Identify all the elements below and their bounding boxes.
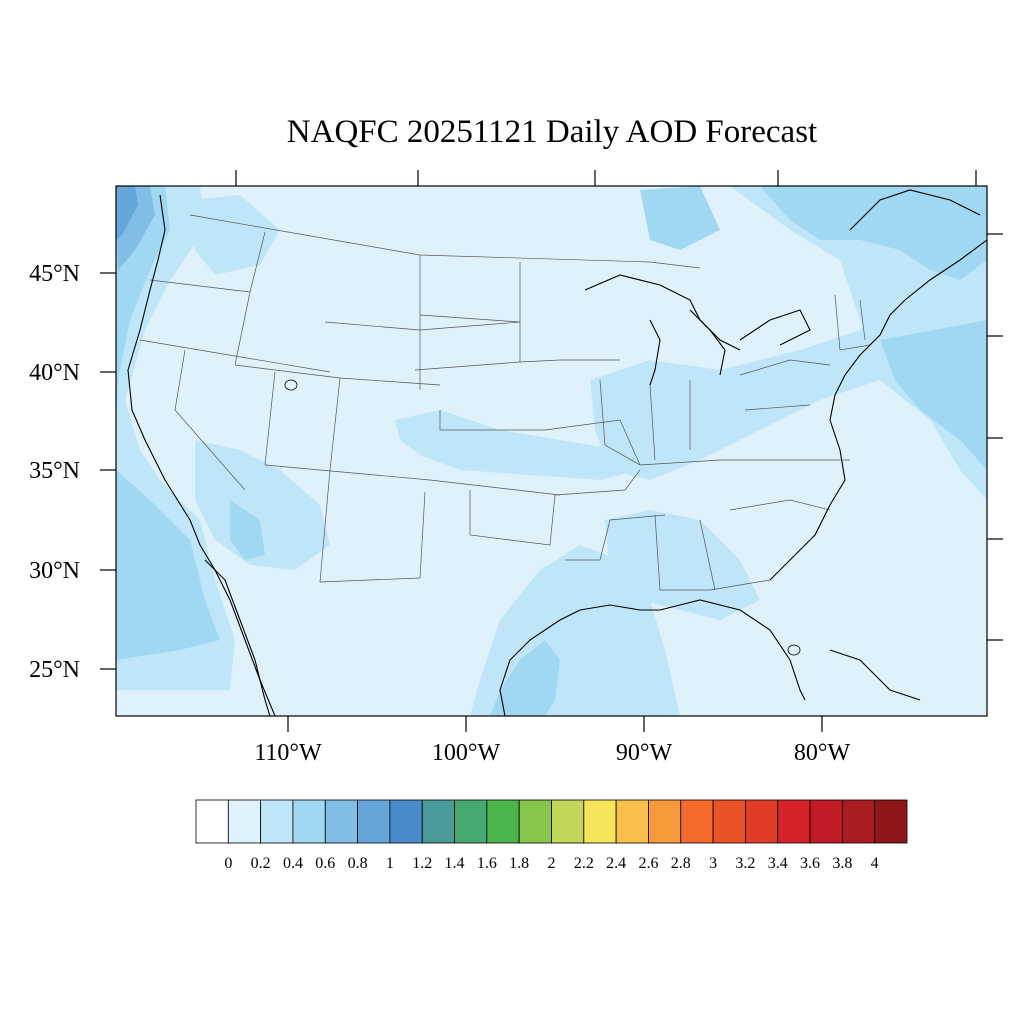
lat-label: 30°N — [29, 558, 80, 584]
colorbar-cell — [841, 799, 876, 844]
colorbar-label: 1.6 — [477, 855, 497, 872]
colorbar-label: 3.4 — [768, 855, 788, 872]
colorbar-cell — [260, 799, 294, 844]
colorbar-cells — [195, 799, 908, 844]
lat-label: 40°N — [29, 360, 80, 386]
colorbar-cell — [809, 799, 843, 844]
colorbar-label: 0.4 — [283, 855, 303, 872]
latitude-labels: 45°N 40°N 35°N 30°N 25°N — [29, 261, 80, 683]
colorbar-label: 2.8 — [671, 855, 691, 872]
longitude-labels: 110°W 100°W 90°W 80°W — [254, 740, 850, 766]
colorbar-cell — [745, 799, 779, 844]
aod-gulf-west — [490, 640, 560, 716]
colorbar-cell — [292, 799, 326, 844]
colorbar: 0 0.2 0.4 0.6 0.8 1 1.2 1.4 1.6 1.8 2 2.2 2.4 2.6 2.8 3… — [195, 799, 908, 872]
lon-label: 80°W — [794, 740, 851, 766]
lat-label: 35°N — [29, 458, 80, 484]
colorbar-labels: 0 0.2 0.4 0.6 0.8 1 1.2 1.4 1.6 1.8 2 2.2 2.4 2.6 2.8 3… — [224, 855, 878, 872]
aod-pnw-streak — [190, 195, 280, 275]
lat-label: 45°N — [29, 261, 80, 287]
aod-plains-band — [395, 410, 640, 480]
colorbar-cell — [454, 799, 488, 844]
coastlines — [127, 189, 987, 716]
colorbar-cell — [357, 799, 391, 844]
aod-pacific-peak — [116, 186, 138, 240]
colorbar-cell — [486, 799, 520, 844]
lon-label: 100°W — [432, 740, 501, 766]
map-frame — [115, 185, 988, 717]
colorbar-label: 4 — [871, 855, 879, 872]
top-ticks — [235, 170, 977, 186]
bottom-ticks — [287, 716, 823, 732]
colorbar-cell — [389, 799, 423, 844]
colorbar-label: 0.2 — [251, 855, 271, 872]
figure-title: NAQFC 20251121 Daily AOD Forecast — [287, 114, 817, 150]
colorbar-label: 0.6 — [315, 855, 335, 872]
colorbar-cell — [195, 799, 229, 844]
lat-label: 25°N — [29, 657, 80, 683]
colorbar-label: 2.2 — [574, 855, 594, 872]
aod-southeast-band — [605, 510, 760, 620]
colorbar-label: 0 — [224, 855, 232, 872]
aod-southwest-plume — [195, 440, 330, 570]
right-ticks — [987, 233, 1003, 641]
colorbar-cell — [518, 799, 552, 844]
lon-label: 90°W — [616, 740, 673, 766]
colorbar-label: 3.6 — [800, 855, 820, 872]
colorbar-label: 3 — [709, 855, 717, 872]
colorbar-label: 2 — [548, 855, 556, 872]
colorbar-label: 3.2 — [735, 855, 755, 872]
colorbar-cell — [421, 799, 455, 844]
colorbar-cell — [777, 799, 811, 844]
aod-atlantic-south — [880, 320, 987, 470]
colorbar-label: 2.4 — [606, 855, 626, 872]
aod-pacific-mid-south — [116, 470, 220, 660]
aod-canada-streak — [640, 186, 720, 250]
state-boundaries — [139, 214, 871, 591]
colorbar-cell — [324, 799, 358, 844]
map-panel — [116, 186, 987, 716]
lon-label: 110°W — [254, 740, 322, 766]
colorbar-cell — [615, 799, 649, 844]
colorbar-cell — [874, 799, 908, 844]
aod-contours — [116, 186, 987, 716]
colorbar-label: 3.8 — [832, 855, 852, 872]
colorbar-label: 0.8 — [348, 855, 368, 872]
lakes — [284, 379, 801, 656]
colorbar-label: 1 — [386, 855, 394, 872]
colorbar-cell — [227, 799, 262, 844]
colorbar-label: 1.4 — [445, 855, 465, 872]
colorbar-cell — [583, 799, 617, 844]
colorbar-label: 1.2 — [412, 855, 432, 872]
colorbar-label: 1.8 — [509, 855, 529, 872]
left-ticks — [100, 272, 116, 670]
colorbar-cell — [680, 799, 714, 844]
aod-southwest-core — [230, 500, 265, 560]
colorbar-label: 2.6 — [638, 855, 658, 872]
colorbar-cell — [712, 799, 746, 844]
aod-midwest-band — [590, 300, 920, 480]
colorbar-cell — [551, 799, 585, 844]
colorbar-cell — [648, 799, 682, 844]
aod-atlantic-mid — [760, 186, 987, 280]
